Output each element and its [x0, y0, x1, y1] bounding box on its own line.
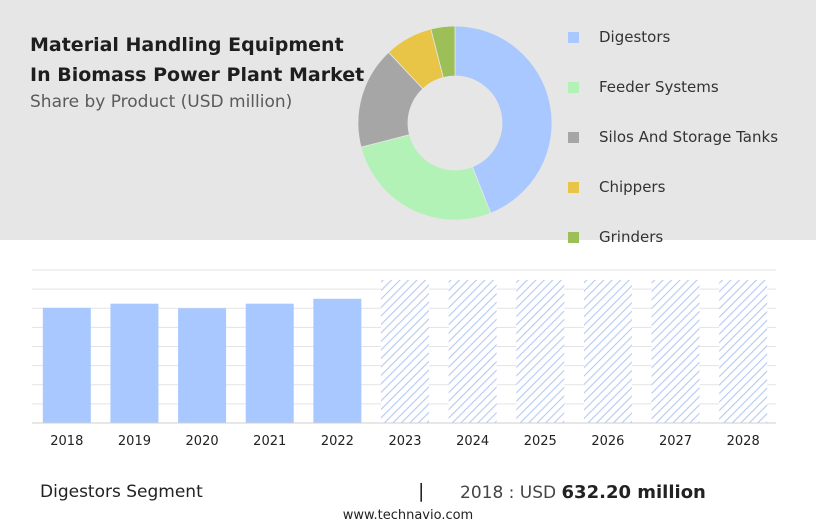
- bar-chart: 2018 2019 2020 2021 2022 2023 2024 2025 2026 2027…: [32, 269, 776, 449]
- legend-swatch: [568, 181, 579, 193]
- donut-slice-digestors: [454, 25, 553, 214]
- footer-separator: |: [418, 480, 425, 502]
- bar-2019: [110, 303, 159, 423]
- x-tick-label: 2018: [50, 434, 83, 449]
- legend-label: Grinders: [599, 228, 664, 246]
- legend-label: Chippers: [599, 178, 666, 196]
- legend-item: Digestors: [568, 12, 778, 62]
- x-tick-label: 2022: [321, 434, 354, 449]
- source-url: www.technavio.com: [342, 508, 474, 523]
- legend-item: Grinders: [568, 212, 778, 262]
- bar-forecast-2024: [448, 280, 497, 423]
- x-tick-label: 2027: [659, 434, 692, 449]
- x-tick-label: 2019: [118, 434, 151, 449]
- chart-title: Material Handling Equipment In Biomass P…: [30, 34, 365, 86]
- legend-swatch: [568, 31, 579, 43]
- legend-item: Feeder Systems: [568, 62, 778, 112]
- x-tick-label: 2026: [591, 434, 624, 449]
- legend: Digestors Feeder Systems Silos And Storage…: [568, 12, 778, 262]
- bar-forecast-2023: [381, 280, 429, 423]
- legend-swatch: [568, 231, 579, 243]
- x-tick-label: 2028: [727, 434, 760, 449]
- segment-value: 2018 : USD 632.20 million: [460, 482, 706, 503]
- x-tick-label: 2024: [456, 434, 489, 449]
- legend-item: Silos And Storage Tanks: [568, 112, 778, 162]
- x-tick-label: 2025: [524, 434, 557, 449]
- legend-label: Silos And Storage Tanks: [599, 128, 779, 146]
- bar-2020: [178, 308, 227, 423]
- segment-label: Digestors Segment: [40, 482, 203, 502]
- legend-swatch: [568, 81, 579, 93]
- donut-slice-grinders: [430, 25, 456, 78]
- bar-2021: [245, 303, 294, 423]
- legend-item: Chippers: [568, 162, 778, 212]
- bar-forecast-2025: [516, 280, 565, 423]
- donut-slice-feeder-systems: [360, 134, 492, 221]
- x-tick-label: 2020: [186, 434, 219, 449]
- donut-chart: [357, 25, 553, 221]
- bar-forecast-2028: [719, 280, 768, 423]
- x-tick-label: 2021: [253, 434, 286, 449]
- legend-label: Feeder Systems: [599, 78, 719, 96]
- x-tick-label: 2023: [388, 434, 421, 449]
- bar-forecast-2026: [583, 280, 632, 423]
- segment-year: 2018 : USD: [460, 483, 557, 503]
- bar-2022: [313, 298, 362, 423]
- chart-subtitle: Share by Product (USD million): [30, 92, 293, 112]
- legend-swatch: [568, 131, 579, 143]
- bar-2018: [42, 307, 91, 423]
- legend-label: Digestors: [599, 28, 671, 46]
- bar-forecast-2027: [651, 280, 700, 423]
- segment-amount: 632.20 million: [561, 482, 706, 503]
